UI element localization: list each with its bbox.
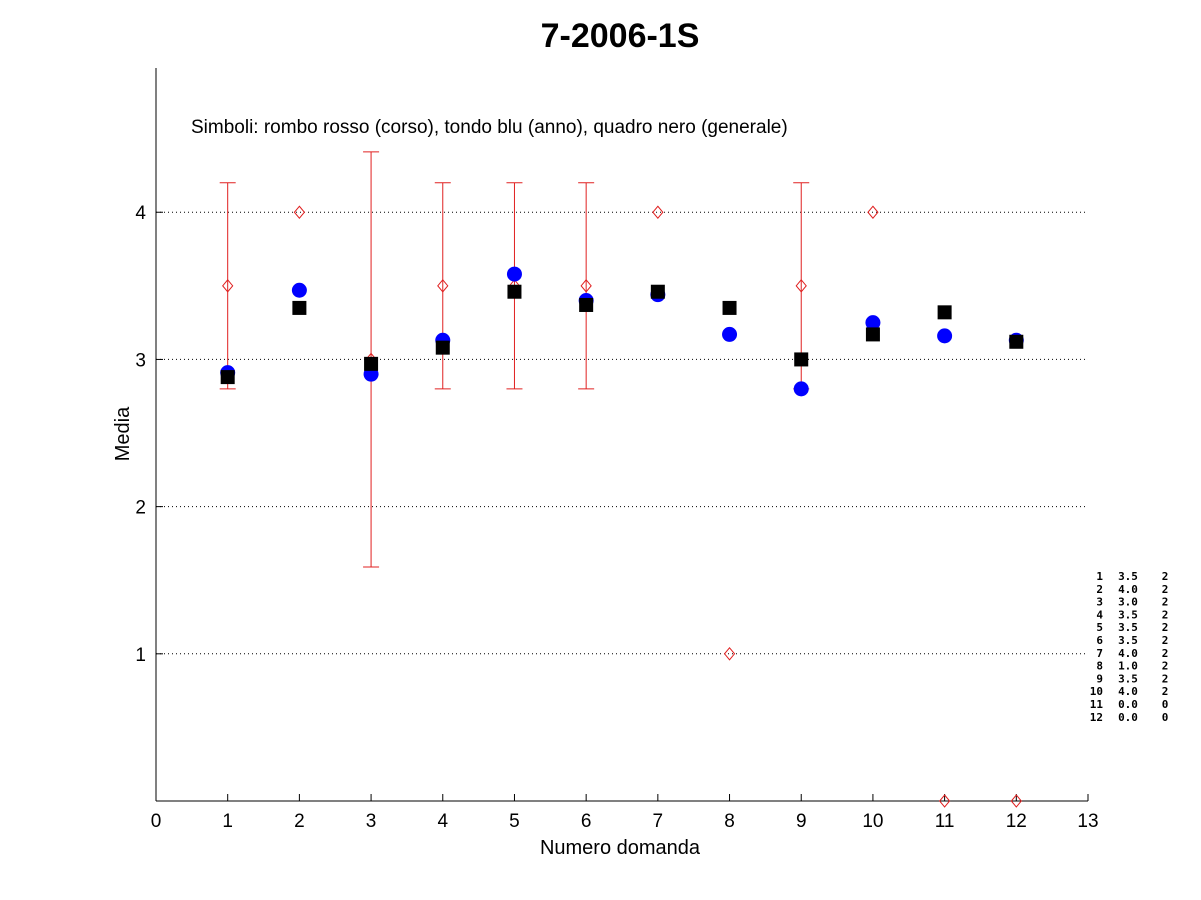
corso-diamond-point-11 [938,794,951,808]
side-table-count: 2 [1162,608,1169,621]
anno-circle-point-5 [506,266,522,282]
data-marks [220,205,1024,808]
y-axis-label: Media [112,406,134,461]
side-table-mean: 3.5 [1118,672,1138,685]
anno-circle-point-11 [937,328,953,344]
x-tick-label: 1 [222,811,233,832]
side-table-question: 12 [1090,711,1103,724]
side-table-mean: 3.5 [1118,634,1138,647]
side-table-mean: 4.0 [1118,647,1138,660]
generale-square-point-2 [292,300,307,315]
side-table-count: 0 [1162,711,1169,724]
corso-diamond-point-4 [437,279,449,293]
x-tick-label: 12 [1006,811,1027,832]
generale-square-point-10 [865,327,880,342]
corso-diamond-point-10 [867,205,879,220]
side-table-mean: 3.0 [1118,596,1138,609]
side-table-count: 2 [1162,660,1169,673]
side-table-question: 5 [1096,621,1103,634]
symbol-legend-note: Simboli: rombo rosso (corso), tondo blu … [191,117,788,138]
chart-title: 7-2006-1S [541,17,700,55]
side-table-count: 2 [1162,634,1169,647]
side-table-count: 2 [1162,621,1169,634]
x-axis-label: Numero domanda [540,837,701,859]
side-table-question: 8 [1096,660,1103,673]
axes [155,68,1088,802]
x-ticks: 0 1 2 3 4 5 6 7 8 9 10 11 12 13 [151,794,1099,832]
side-table-count: 0 [1162,698,1169,711]
x-tick-label: 0 [151,811,162,832]
anno-circle-point-2 [291,282,307,298]
generale-square-point-11 [937,305,952,320]
y-tick-label: 2 [135,498,146,519]
corso-diamond-point-6 [580,279,592,293]
y-tick-label: 3 [135,350,146,371]
x-tick-label: 10 [862,811,883,832]
corso-diamond-point-8 [723,647,736,661]
side-table-question: 3 [1096,596,1103,609]
side-table-question: 10 [1090,685,1103,698]
side-table-question: 6 [1096,634,1103,647]
side-table-question: 1 [1096,570,1103,583]
side-table: 1 3.5 22 4.0 23 3.0 24 3.5 25 3.5 26 3.5 27 4.0 28 1.0 2… [1090,570,1169,724]
generale-square-point-5 [507,284,522,299]
x-tick-label: 9 [796,811,807,832]
side-table-question: 9 [1096,672,1103,685]
x-tick-label: 4 [437,811,448,832]
x-tick-label: 6 [581,811,592,832]
x-tick-label: 2 [294,811,305,832]
side-table-count: 2 [1162,583,1169,596]
corso-diamond-point-9 [795,279,807,293]
side-table-count: 2 [1162,685,1169,698]
side-table-question: 2 [1096,583,1103,596]
anno-circle-point-9 [793,381,809,397]
side-table-mean: 3.5 [1118,608,1138,621]
generale-square-point-4 [435,340,450,355]
side-table-mean: 3.5 [1118,621,1138,634]
anno-circle-point-8 [722,326,738,342]
side-table-mean: 1.0 [1118,660,1138,673]
generale-square-point-3 [364,356,379,371]
side-table-count: 2 [1162,647,1169,660]
x-tick-label: 7 [653,811,664,832]
corso-diamond-point-1 [222,279,234,293]
x-tick-label: 3 [366,811,377,832]
side-table-mean: 0.0 [1118,711,1138,724]
x-tick-label: 13 [1077,811,1098,832]
generale-square-point-1 [220,370,235,385]
y-ticks: 1 2 3 4 [135,203,163,666]
side-table-mean: 0.0 [1118,698,1138,711]
anno-circle-point-10 [865,315,881,331]
side-table-mean: 4.0 [1118,583,1138,596]
generale-square-point-12 [1009,334,1024,349]
side-table-mean: 4.0 [1118,685,1138,698]
x-tick-label: 11 [935,811,955,832]
side-table-count: 2 [1162,596,1169,609]
grid [156,211,1088,655]
x-tick-label: 8 [724,811,735,832]
y-tick-label: 1 [135,645,146,666]
side-table-question: 11 [1090,698,1104,711]
side-table-count: 2 [1162,672,1169,685]
side-table-count: 2 [1162,570,1169,583]
x-tick-label: 5 [509,811,520,832]
corso-diamond-point-12 [1010,794,1022,808]
generale-square-point-7 [650,284,665,299]
generale-square-point-8 [722,300,737,315]
side-table-mean: 3.5 [1118,570,1138,583]
side-table-question: 7 [1096,647,1103,660]
corso-diamond-point-7 [652,205,664,220]
generale-square-point-6 [579,297,594,312]
generale-square-point-9 [794,352,809,367]
corso-diamond-point-2 [293,205,306,220]
y-tick-label: 4 [135,203,146,224]
side-table-question: 4 [1096,608,1103,621]
